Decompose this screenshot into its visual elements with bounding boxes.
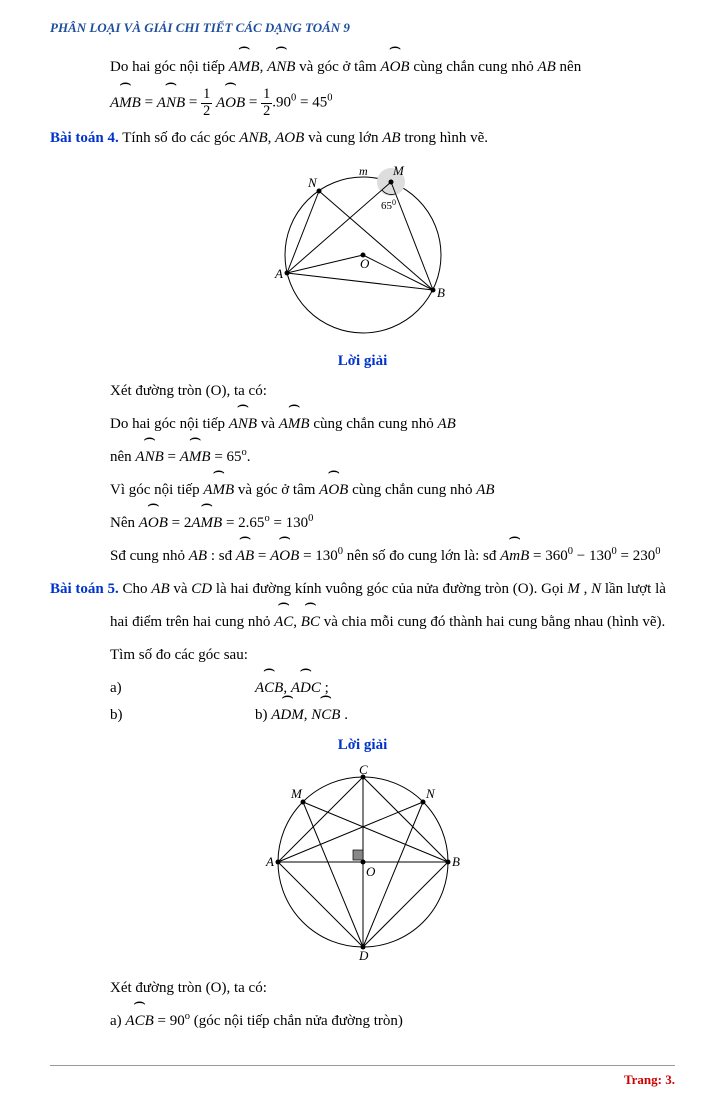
svg-text:N: N [425, 786, 436, 801]
bai4-solution: Xét đường tròn (O), ta có: Do hai góc nộ… [50, 378, 675, 570]
intro-block: Do hai góc nội tiếp AMB, ANB và góc ở tâ… [50, 54, 675, 119]
svg-text:A: A [265, 854, 274, 869]
arc-aob: AOB [216, 90, 245, 117]
arc-aob: AOB [380, 54, 409, 81]
text: trong hình vẽ. [401, 130, 489, 146]
page-footer: Trang: 3. [50, 1065, 675, 1088]
arc-anb: ANB [267, 54, 295, 81]
q-a: a) ACB, ADC ; [110, 675, 675, 702]
svg-text:C: C [359, 762, 368, 777]
line: Tìm số đo các góc sau: [110, 642, 675, 669]
svg-text:O: O [366, 864, 376, 879]
svg-text:B: B [452, 854, 460, 869]
text: Tính số đo các góc [119, 130, 240, 146]
svg-text:D: D [358, 948, 369, 962]
label-A: A [274, 266, 283, 281]
arc-amb: AMB [110, 90, 141, 117]
label-m-small: m [359, 164, 368, 178]
line: Sđ cung nhỏ AB : sđ AB = AOB = 1300 nên … [110, 543, 675, 570]
loigiai-1: Lời giải [50, 353, 675, 370]
loigiai-2: Lời giải [50, 737, 675, 754]
line: nên ANB = AMB = 65o. [110, 444, 675, 471]
intro-eq: AMB = ANB = 12 AOB = 12.900 = 450 [110, 87, 675, 119]
text: .90 [272, 95, 291, 111]
text: cùng chắn cung nhỏ [413, 59, 537, 75]
frac: 12 [201, 87, 212, 119]
bai4-title: Bài toán 4. Tính số đo các góc ANB, AOB … [50, 125, 675, 152]
page-header: PHÂN LOẠI VÀ GIẢI CHI TIẾT CÁC DẠNG TOÁN… [50, 20, 675, 36]
q-b: b) b) ADM, NCB . [110, 702, 675, 729]
ab: AB [537, 59, 555, 75]
text: và cung lớn [304, 130, 382, 146]
figure-2: C M N A B O D [50, 762, 675, 967]
sup: 0 [327, 93, 332, 104]
figure-1: m M N A B O 650 [50, 160, 675, 345]
label-N: N [307, 175, 318, 190]
line: hai điểm trên hai cung nhỏ AC, BC và chi… [110, 609, 675, 636]
text: = 45 [296, 95, 327, 111]
line: a) ACB = 90o (góc nội tiếp chắn nửa đườn… [110, 1008, 675, 1035]
line: Xét đường tròn (O), ta có: [110, 378, 675, 405]
line: Xét đường tròn (O), ta có: [110, 975, 675, 1002]
bai5-title: Bài toán 5. Cho AB và CD là hai đường kí… [50, 576, 675, 603]
label-O: O [360, 256, 370, 271]
svg-text:M: M [290, 786, 303, 801]
anb: ANB [239, 130, 267, 146]
bai5-body: hai điểm trên hai cung nhỏ AC, BC và chi… [50, 609, 675, 729]
label-B: B [437, 285, 445, 300]
text: nên [560, 59, 582, 75]
aob: AOB [275, 130, 304, 146]
arc-anb: ANB [157, 90, 185, 117]
bai-label: Bài toán 5. [50, 581, 119, 597]
text: và góc ở tâm [299, 59, 380, 75]
bai-label: Bài toán 4. [50, 130, 119, 146]
bai5-solution: Xét đường tròn (O), ta có: a) ACB = 90o … [50, 975, 675, 1035]
intro-line1: Do hai góc nội tiếp AMB, ANB và góc ở tâ… [110, 54, 675, 81]
label-M: M [392, 163, 405, 178]
frac: 12 [261, 87, 272, 119]
ab: AB [382, 130, 400, 146]
angle-label: 650 [381, 198, 396, 212]
line: Nên AOB = 2AMB = 2.65o = 1300 [110, 510, 675, 537]
